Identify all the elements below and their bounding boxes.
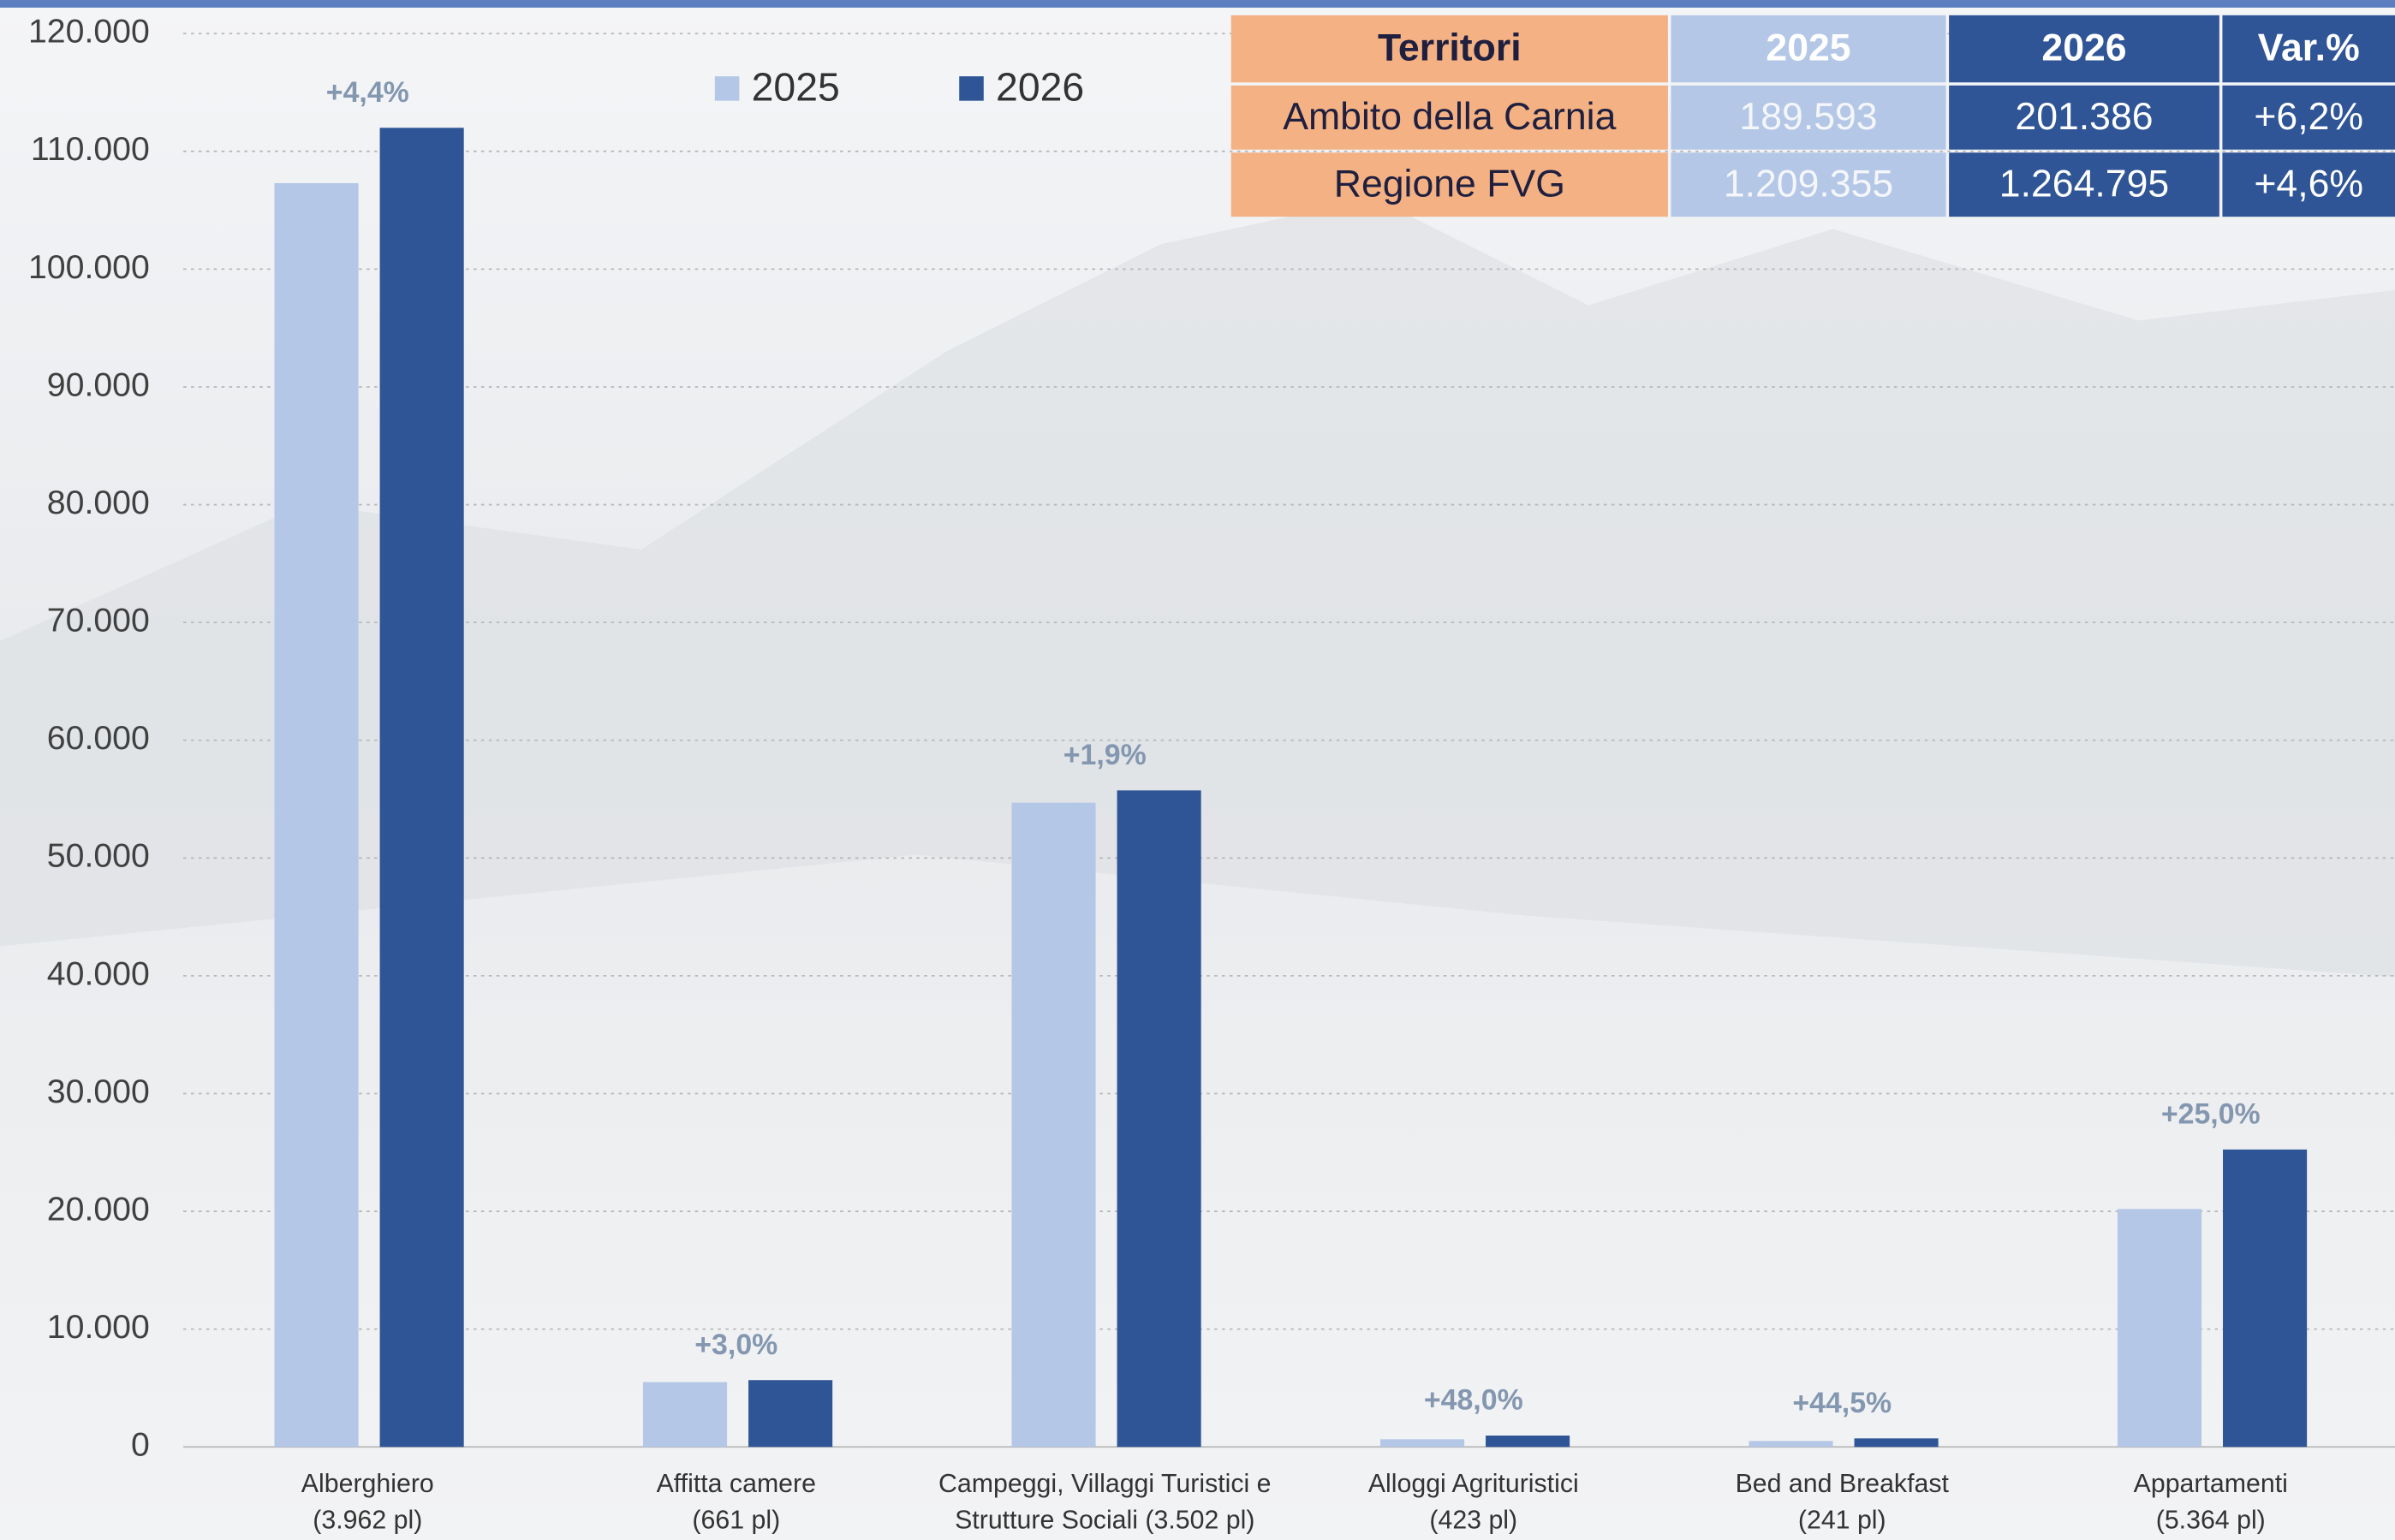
variation-label: +44,5%: [1792, 1387, 1892, 1419]
x-tick-label: (3.962 pl): [313, 1507, 422, 1535]
bar: [1117, 790, 1201, 1447]
legend-swatch: [715, 76, 740, 101]
table-header: Var.%: [2258, 27, 2360, 69]
x-tick-label: Alloggi Agrituristici: [1368, 1470, 1579, 1498]
bar: [643, 1382, 727, 1448]
y-tick-label: 110.000: [31, 130, 150, 168]
top-strip: [0, 0, 2395, 8]
table-header: 2025: [1766, 27, 1850, 69]
bar: [380, 128, 464, 1447]
page: {"chart_data": {"type": "bar", "categori…: [0, 0, 2395, 1540]
x-tick-label: (241 pl): [1798, 1507, 1886, 1535]
table-cell-text: 201.386: [2015, 96, 2153, 138]
x-tick-label: Affitta camere: [657, 1470, 816, 1498]
table-cell-text: Ambito della Carnia: [1283, 96, 1616, 138]
table-cell-text: Regione FVG: [1334, 163, 1565, 205]
x-tick-label: Campeggi, Villaggi Turistici e: [938, 1470, 1272, 1498]
bar: [1380, 1439, 1464, 1447]
y-tick-label: 20.000: [47, 1190, 150, 1228]
bar: [1749, 1441, 1832, 1447]
x-tick-label: Alberghiero: [301, 1470, 434, 1498]
variation-label: +3,0%: [694, 1329, 777, 1361]
y-tick-label: 80.000: [47, 484, 150, 521]
y-tick-label: 50.000: [47, 837, 150, 875]
x-tick-label: Bed and Breakfast: [1736, 1470, 1950, 1498]
y-tick-label: 100.000: [28, 248, 150, 286]
x-tick-label: Appartamenti: [2134, 1470, 2288, 1498]
bar: [1486, 1436, 1570, 1447]
bar: [2223, 1150, 2307, 1447]
table-cell-text: +4,6%: [2254, 163, 2363, 205]
y-tick-label: 0: [131, 1426, 150, 1464]
table-cell-text: 189.593: [1739, 96, 1877, 138]
bar: [1011, 803, 1095, 1448]
bar: [1855, 1438, 1939, 1447]
y-tick-label: 70.000: [47, 602, 150, 639]
variation-label: +48,0%: [1424, 1384, 1523, 1417]
variation-label: +4,4%: [326, 76, 409, 109]
chart: 0 10.000 20.000 30.000 40.000 50.000 60.000 70.…: [0, 0, 2395, 1540]
bar: [274, 183, 358, 1447]
y-tick-label: 10.000: [47, 1308, 150, 1346]
table-cell-text: 1.209.355: [1724, 163, 1893, 205]
x-tick-label: (661 pl): [692, 1507, 780, 1535]
y-tick-label: 120.000: [28, 13, 150, 51]
table-cell-text: 1.264.795: [1999, 163, 2169, 205]
legend-label: 2026: [996, 64, 1084, 109]
y-tick-label: 90.000: [47, 366, 150, 403]
bar: [2118, 1209, 2201, 1447]
y-tick-label: 30.000: [47, 1073, 150, 1110]
y-tick-label: 40.000: [47, 954, 150, 992]
variation-label: +25,0%: [2161, 1098, 2261, 1131]
table-header: Territori: [1378, 27, 1522, 69]
x-tick-label: (5.364 pl): [2156, 1507, 2266, 1535]
x-tick-label: Strutture Sociali (3.502 pl): [955, 1507, 1254, 1535]
legend-label: 2025: [752, 64, 840, 109]
variation-label: +1,9%: [1063, 739, 1147, 771]
x-tick-label: (423 pl): [1429, 1507, 1517, 1535]
legend-swatch: [959, 76, 984, 101]
bar: [748, 1380, 832, 1447]
table-header: 2026: [2041, 27, 2126, 69]
table-cell-text: +6,2%: [2254, 96, 2363, 138]
y-tick-label: 60.000: [47, 719, 150, 757]
